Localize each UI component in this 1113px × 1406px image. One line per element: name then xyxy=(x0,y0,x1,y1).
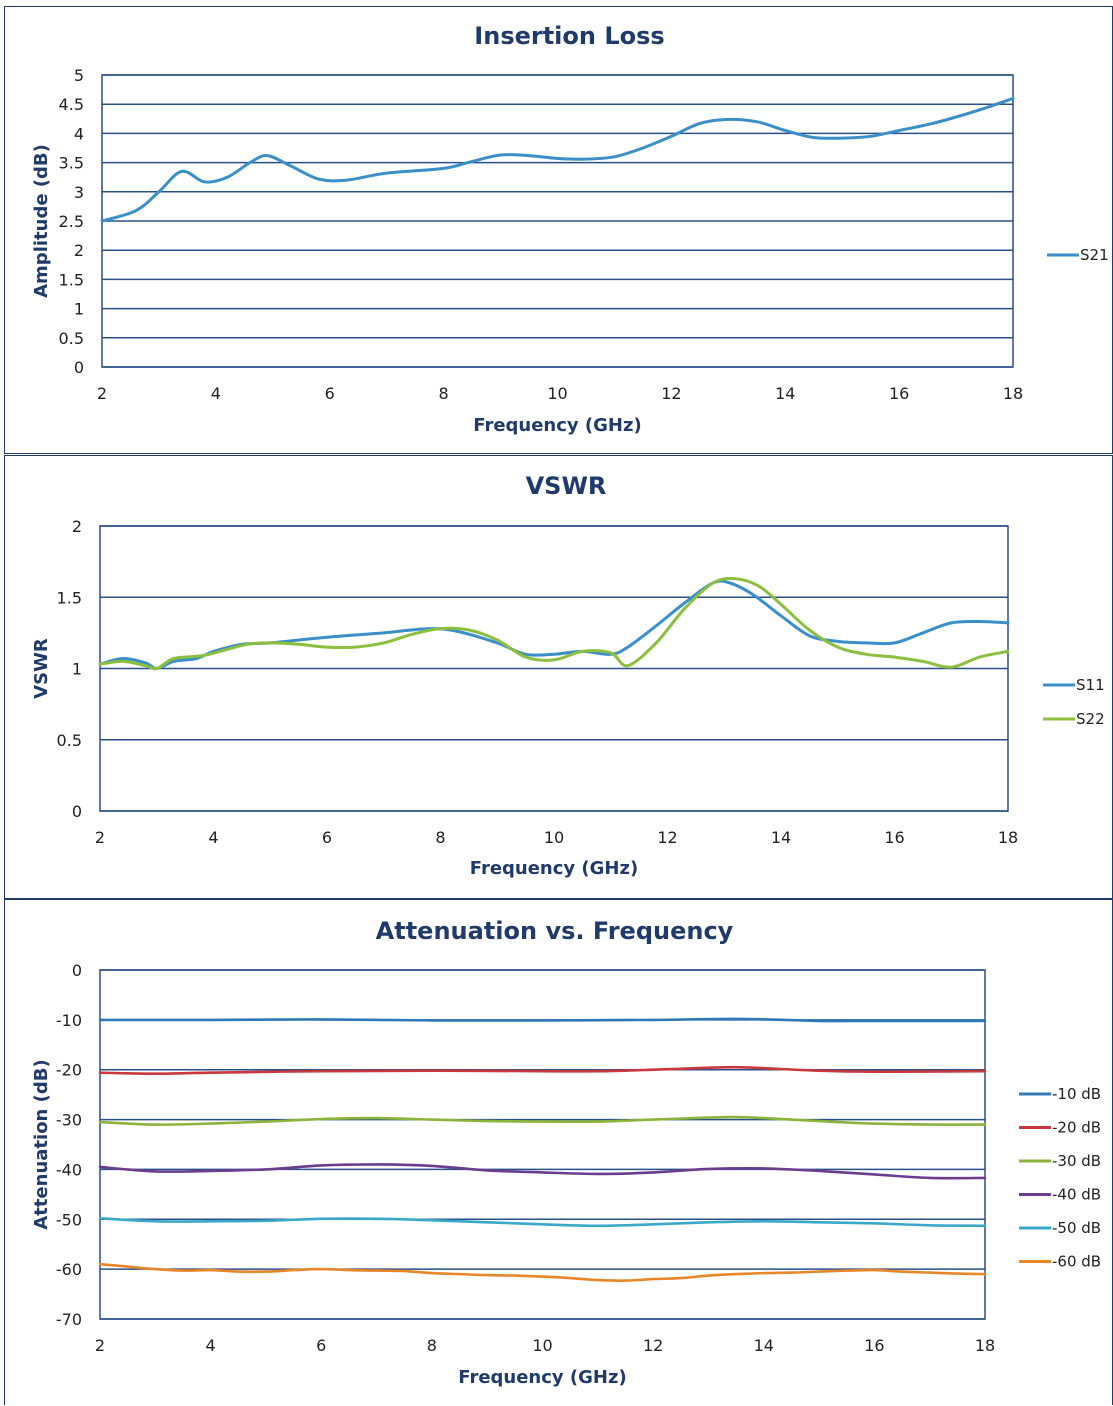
vswr-x-tick-label: 4 xyxy=(208,828,218,847)
vswr-chart: VSWR 0 0.5 1 1.5 2 2 4 6 8 10 12 14 16 18 Frequency (GH… xyxy=(31,472,1105,879)
il-legend-label-s21: S21 xyxy=(1080,246,1109,264)
vswr-x-tick-label: 18 xyxy=(998,828,1018,847)
il-x-tick-label: 2 xyxy=(97,384,107,403)
att-legend-label-60db: -60 dB xyxy=(1052,1253,1101,1271)
vswr-x-tick-label: 6 xyxy=(322,828,332,847)
att-chart-title: Attenuation vs. Frequency xyxy=(376,917,734,945)
il-y-tick-label: 0.5 xyxy=(59,329,84,348)
vswr-x-tick-label: 16 xyxy=(884,828,904,847)
att-x-axis-title: Frequency (GHz) xyxy=(458,1367,626,1388)
att-series-line-20db xyxy=(98,1065,987,1075)
vswr-legend-label-s22: S22 xyxy=(1076,710,1105,728)
insertion-loss-panel: Insertion Loss 0 0.5 1 1.5 2 2.5 3 3.5 4 4.5 5 2 4 6 8 1… xyxy=(4,6,1113,454)
vswr-x-tick-label: 12 xyxy=(657,828,677,847)
att-y-tick-label: -30 xyxy=(56,1111,82,1130)
att-series-line-30db xyxy=(98,1115,987,1126)
vswr-x-axis-title: Frequency (GHz) xyxy=(470,858,638,879)
att-legend-label-50db: -50 dB xyxy=(1052,1219,1101,1237)
att-y-tick-label: -50 xyxy=(56,1210,82,1229)
il-y-tick-label: 5 xyxy=(74,66,84,85)
vswr-y-tick-label: 1 xyxy=(72,660,82,679)
att-y-tick-label: -40 xyxy=(56,1160,82,1179)
att-x-tick-label: 2 xyxy=(95,1336,105,1355)
att-legend-label-40db: -40 dB xyxy=(1052,1186,1101,1204)
att-plot-area xyxy=(99,969,986,1320)
il-x-tick-label: 8 xyxy=(439,384,449,403)
il-x-tick-label: 6 xyxy=(325,384,335,403)
att-series-line-60db xyxy=(98,1262,987,1282)
att-series-line-40db xyxy=(98,1163,987,1180)
vswr-x-tick-label: 14 xyxy=(771,828,791,847)
vswr-y-tick-label: 0 xyxy=(72,802,82,821)
il-chart-title: Insertion Loss xyxy=(474,22,664,50)
att-y-tick-label: 0 xyxy=(72,961,82,980)
vswr-y-tick-label: 1.5 xyxy=(57,588,82,607)
att-x-tick-label: 16 xyxy=(864,1336,884,1355)
il-y-tick-label: 1.5 xyxy=(59,270,84,289)
vswr-legend-label-s11: S11 xyxy=(1076,676,1105,694)
il-x-axis-title: Frequency (GHz) xyxy=(473,415,641,436)
att-legend-label-10db: -10 dB xyxy=(1052,1085,1101,1103)
att-y-tick-label: -10 xyxy=(56,1011,82,1030)
il-y-tick-label: 2 xyxy=(74,241,84,260)
il-y-tick-label: 4 xyxy=(74,124,84,143)
il-series-line-s21 xyxy=(100,96,1015,223)
vswr-x-tick-label: 2 xyxy=(95,828,105,847)
il-x-tick-label: 18 xyxy=(1003,384,1023,403)
vswr-x-tick-label: 10 xyxy=(544,828,564,847)
il-y-tick-label: 0 xyxy=(74,358,84,377)
il-y-tick-label: 3 xyxy=(74,183,84,202)
vswr-panel: VSWR 0 0.5 1 1.5 2 2 4 6 8 10 12 14 16 18 Frequency (GH… xyxy=(4,455,1113,899)
il-x-tick-label: 16 xyxy=(889,384,909,403)
vswr-y-tick-label: 2 xyxy=(72,517,82,536)
att-legend-label-30db: -30 dB xyxy=(1052,1152,1101,1170)
attenuation-panel: Attenuation vs. Frequency 0 -10 -20 -30 -40 -5… xyxy=(4,899,1113,1405)
il-y-tick-label: 2.5 xyxy=(59,212,84,231)
att-y-axis-title: Attenuation (dB) xyxy=(31,1059,52,1229)
vswr-plot-area xyxy=(99,525,1009,812)
att-x-tick-label: 6 xyxy=(316,1336,326,1355)
il-x-tick-label: 14 xyxy=(775,384,795,403)
att-x-tick-label: 18 xyxy=(975,1336,995,1355)
il-x-tick-label: 10 xyxy=(547,384,567,403)
il-x-tick-label: 12 xyxy=(661,384,681,403)
att-x-tick-label: 8 xyxy=(427,1336,437,1355)
vswr-series-line-s22 xyxy=(98,577,1010,671)
att-series-line-50db xyxy=(98,1217,987,1228)
att-x-tick-label: 10 xyxy=(532,1336,552,1355)
insertion-loss-chart: Insertion Loss 0 0.5 1 1.5 2 2.5 3 3.5 4 4.5 5 2 4 6 8 1… xyxy=(31,22,1109,436)
il-x-tick-label: 4 xyxy=(211,384,221,403)
att-x-tick-label: 14 xyxy=(754,1336,774,1355)
il-y-tick-label: 4.5 xyxy=(59,95,84,114)
att-y-tick-label: -60 xyxy=(56,1260,82,1279)
il-y-tick-label: 1 xyxy=(74,300,84,319)
il-y-axis-title: Amplitude (dB) xyxy=(31,144,52,298)
att-series-line-10db xyxy=(98,1017,987,1023)
att-x-tick-label: 12 xyxy=(643,1336,663,1355)
att-x-tick-label: 4 xyxy=(206,1336,216,1355)
vswr-y-axis-title: VSWR xyxy=(31,638,52,699)
il-y-tick-label: 3.5 xyxy=(59,154,84,173)
attenuation-chart: Attenuation vs. Frequency 0 -10 -20 -30 -40 -5… xyxy=(31,917,1101,1388)
vswr-x-tick-label: 8 xyxy=(435,828,445,847)
att-legend-label-20db: -20 dB xyxy=(1052,1119,1101,1137)
att-y-tick-label: -20 xyxy=(56,1061,82,1080)
vswr-chart-title: VSWR xyxy=(526,472,607,500)
vswr-y-tick-label: 0.5 xyxy=(57,731,82,750)
att-y-tick-label: -70 xyxy=(56,1310,82,1329)
